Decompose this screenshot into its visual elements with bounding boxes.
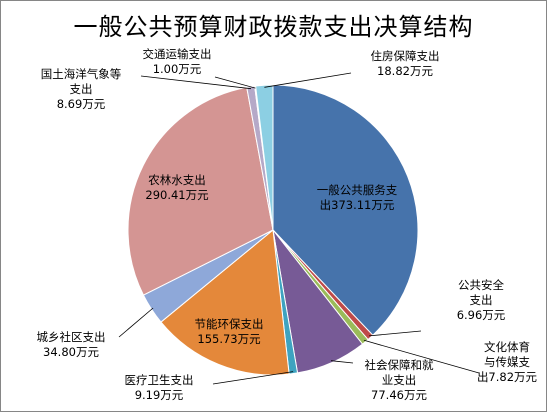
- leader-line: [212, 371, 294, 385]
- leader-line: [140, 75, 252, 90]
- leader-line: [363, 339, 480, 374]
- slice-label: 城乡社区支出 34.80万元: [37, 330, 106, 359]
- slice-label: 一般公共服务支出373.11万元: [317, 183, 398, 212]
- slice-label: 农林水支出 290.41万元: [145, 173, 209, 202]
- leader-line: [214, 76, 256, 89]
- slice-label: 国土海洋气象等支出 8.69万元: [41, 67, 122, 111]
- slice-label: 节能环保支出 155.73万元: [195, 317, 264, 346]
- leader-line: [330, 360, 354, 364]
- leader-line: [369, 330, 422, 337]
- pie-slice: [127, 86, 274, 296]
- slice-label: 医疗卫生支出 9.19万元: [125, 373, 194, 402]
- slice-label: 交通运输支出 1.00万元: [143, 47, 212, 76]
- leader-line: [118, 307, 154, 338]
- pie-slice: [255, 84, 274, 231]
- chart-title: 一般公共预算财政拨款支出决算结构: [73, 13, 474, 41]
- pie-slice: [272, 84, 419, 336]
- leader-line: [264, 72, 352, 88]
- slice-label: 文化体育与传媒支出7.82万元: [477, 340, 538, 384]
- slice-label: 公共安全支出 6.96万元: [457, 278, 506, 322]
- pie-slice: [160, 229, 290, 376]
- slice-label: 住房保障支出 18.82万元: [371, 49, 440, 78]
- slice-label: 社会保障和就业支出 77.46万元: [365, 358, 434, 402]
